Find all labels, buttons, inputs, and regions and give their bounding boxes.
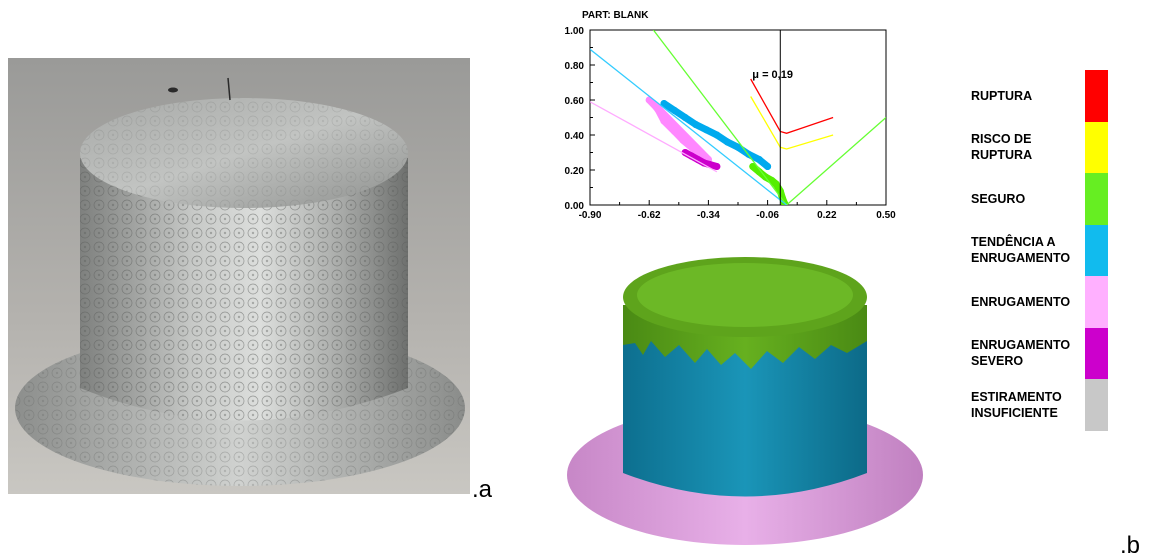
legend-swatch	[1085, 70, 1108, 122]
cluster-point-tendencia	[724, 139, 731, 146]
y-tick-label: 0.40	[565, 131, 585, 142]
legend-label: ENRUGAMENTO	[971, 294, 1086, 310]
forming-limit-chart: PART: BLANK0.000.200.400.600.801.00-0.90…	[540, 0, 900, 230]
y-tick-label: 0.20	[565, 166, 585, 177]
y-tick-label: 1.00	[565, 26, 585, 37]
legend-label: ESTIRAMENTO INSUFICIENTE	[971, 389, 1086, 421]
curve-risco	[751, 97, 833, 150]
cluster-point-seguro	[773, 181, 780, 188]
legend-swatch	[1085, 225, 1108, 277]
legend-label: RUPTURA	[971, 88, 1086, 104]
strain-legend: RUPTURA RISCO DE RUPTURA SEGURO TENDÊNCIA A…	[965, 70, 1115, 430]
legend-swatch	[1085, 173, 1108, 225]
legend-label: SEGURO	[971, 191, 1086, 207]
x-tick-label: -0.06	[756, 210, 779, 221]
cluster-point-enrugamento	[688, 144, 695, 151]
legend-swatch	[1085, 276, 1108, 328]
legend-swatch	[1085, 328, 1108, 380]
legend-label: RISCO DE RUPTURA	[971, 131, 1086, 163]
x-tick-label: -0.90	[579, 210, 602, 221]
legend-label: TENDÊNCIA A ENRUGAMENTO	[971, 234, 1086, 266]
cluster-point-enrugamento	[680, 137, 687, 144]
cluster-point-tendencia	[692, 121, 699, 128]
friction-annotation: μ = 0,19	[752, 69, 793, 81]
x-tick-label: 0.22	[817, 210, 837, 221]
cluster-point-enrugamento	[661, 118, 668, 125]
y-tick-label: 0.80	[565, 61, 585, 72]
cluster-point-tendencia	[703, 126, 710, 133]
x-tick-label: -0.62	[638, 210, 661, 221]
cluster-point-enrugamento	[667, 123, 674, 130]
plot-frame	[590, 30, 886, 205]
x-tick-label: -0.34	[697, 210, 720, 221]
cluster-point-tendencia	[756, 156, 763, 163]
cluster-point-tendencia	[682, 114, 689, 121]
y-tick-label: 0.60	[565, 96, 585, 107]
x-tick-label: 0.50	[876, 210, 896, 221]
chart-title: PART: BLANK	[582, 10, 649, 21]
cluster-point-tendencia	[713, 132, 720, 139]
panel-label-a: .a	[472, 476, 492, 504]
simulated-part-render	[555, 245, 935, 551]
curve-ruptura	[751, 79, 833, 133]
cluster-point-tendencia	[671, 107, 678, 114]
cluster-point-tendencia	[764, 163, 771, 170]
stamped-part-photo	[8, 58, 470, 494]
legend-label: ENRUGAMENTO SEVERO	[971, 337, 1086, 369]
legend-swatch	[1085, 379, 1108, 431]
curve-enrugamento_limit	[590, 102, 717, 172]
cluster-point-severo	[713, 163, 720, 170]
legend-swatch	[1085, 122, 1108, 174]
